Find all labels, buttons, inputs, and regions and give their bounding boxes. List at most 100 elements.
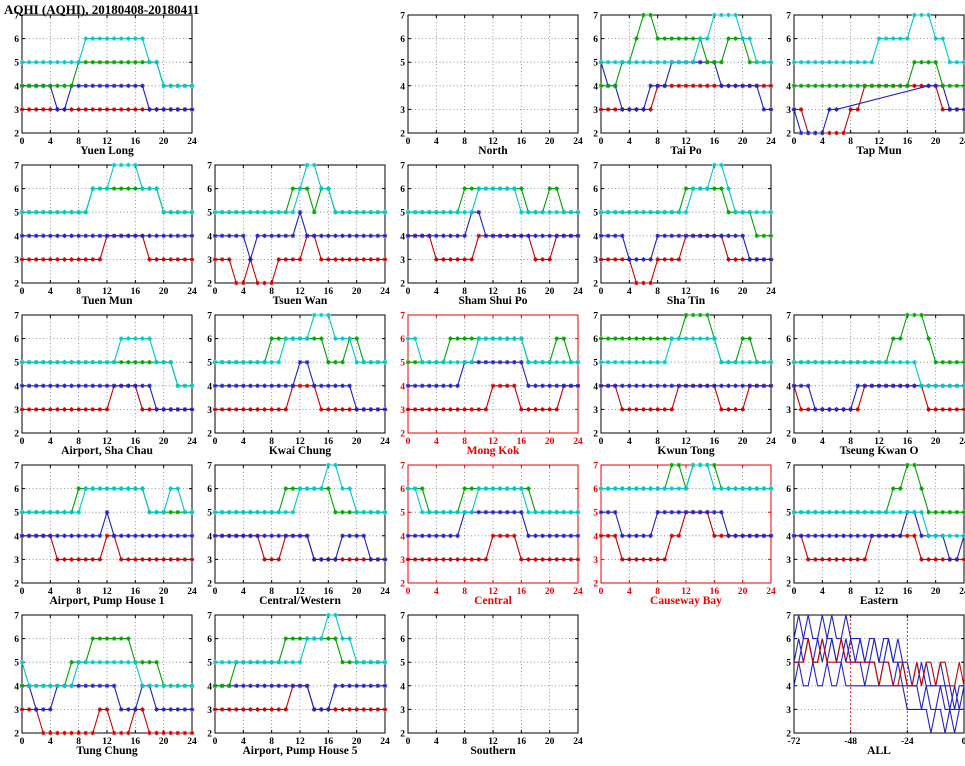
series-blue: [212, 359, 388, 412]
x-tick-label: 16: [517, 587, 527, 597]
series-cyan: [19, 336, 195, 389]
y-tick-label: 2: [207, 730, 212, 740]
series-markers: [212, 533, 388, 562]
x-tick-label: 12: [102, 737, 112, 747]
x-tick-label: 12: [295, 287, 305, 297]
page-title: AQHI (AQHI), 20180408-20180411: [4, 2, 200, 17]
x-tick-label: 20: [545, 737, 555, 747]
plot-southern: 0 4 8 12 16 20 24 2 3 4 5 6 7 Southern: [400, 612, 583, 758]
y-tick-label: 7: [14, 12, 19, 22]
x-tick-label: 8: [269, 287, 274, 297]
x-tick-label: 4: [241, 587, 246, 597]
x-tick-label: 24: [380, 287, 390, 297]
y-tick-label: 7: [400, 312, 405, 322]
chart-title: Southern: [470, 745, 516, 757]
y-tick-label: 5: [786, 509, 791, 519]
series-markers: [791, 533, 965, 562]
chart-southern: 0 4 8 12 16 20 24 2 3 4 5 6 7 Southern: [394, 611, 587, 766]
y-tick-label: 6: [14, 635, 19, 645]
y-tick-label: 2: [786, 130, 791, 140]
y-tick-label: 2: [593, 580, 598, 590]
series-markers: [598, 162, 774, 215]
y-tick-label: 7: [786, 312, 791, 322]
series-cyan: [19, 486, 195, 515]
chart-mong-kok: 0 4 8 12 16 20 24 2 3 4 5 6 7 Mong Kok: [394, 311, 587, 466]
x-tick-label: 8: [848, 137, 853, 147]
series-markers: [598, 462, 774, 491]
plot-central-western: 0 4 8 12 16 20 24 2 3 4 5 6 7 Central/Western: [207, 462, 390, 608]
x-tick-label: 20: [738, 137, 748, 147]
series-cyan: [19, 162, 195, 215]
y-tick-label: 5: [14, 659, 19, 669]
series-markers: [598, 336, 774, 365]
chart-tuen-mun: 0 4 8 12 16 20 24 2 3 4 5 6 7 Tuen Mun: [8, 161, 201, 316]
x-tick-label: 4: [434, 137, 439, 147]
series-blue: [212, 209, 388, 262]
y-tick-label: 5: [400, 359, 405, 369]
y-tick-label: 6: [14, 335, 19, 345]
y-tick-label: 6: [400, 635, 405, 645]
y-tick-label: 4: [207, 382, 212, 392]
y-tick-label: 7: [786, 12, 791, 22]
x-tick-label: 0: [599, 437, 604, 447]
series-markers: [212, 359, 388, 412]
series-red: [405, 533, 581, 562]
y-tick-label: 3: [593, 256, 598, 266]
series-cyan: [212, 462, 388, 515]
series-blue: [791, 383, 965, 412]
series-cyan: [598, 462, 774, 491]
series-markers: [791, 359, 965, 389]
y-tick-label: 5: [786, 359, 791, 369]
y-tick-label: 6: [786, 335, 791, 345]
x-tick-label: 20: [159, 287, 169, 297]
series-cyan: [598, 12, 774, 65]
x-tick-label: 4: [434, 737, 439, 747]
y-tick-label: 3: [400, 556, 405, 566]
y-tick-label: 7: [400, 612, 405, 622]
y-tick-label: 4: [786, 82, 791, 92]
series-blue: [19, 383, 195, 412]
y-tick-label: 5: [14, 59, 19, 69]
chart-title: Kwun Tong: [657, 445, 714, 457]
y-tick-label: 4: [207, 532, 212, 542]
chart-title: Sham Shui Po: [458, 295, 527, 307]
x-tick-label: 24: [959, 437, 965, 447]
y-tick-label: 5: [400, 509, 405, 519]
chart-sha-tin: 0 4 8 12 16 20 24 2 3 4 5 6 7 Sha Tin: [587, 161, 780, 316]
chart-title: Central: [474, 595, 512, 607]
x-tick-label: 8: [76, 287, 81, 297]
x-tick-label: 0: [20, 137, 25, 147]
series-cyan: [405, 486, 581, 515]
plot-causeway-bay: 0 4 8 12 16 20 24 2 3 4 5 6 7 Causeway Bay: [593, 462, 776, 608]
chart-title: Causeway Bay: [650, 595, 722, 607]
y-tick-label: 4: [593, 532, 598, 542]
y-tick-label: 7: [14, 162, 19, 172]
x-tick-label: 16: [517, 737, 527, 747]
series-cyan: [212, 162, 388, 215]
y-tick-label: 5: [786, 59, 791, 69]
x-tick-label: 8: [269, 737, 274, 747]
x-tick-label: 12: [102, 437, 112, 447]
series-markers: [598, 83, 774, 112]
y-tick-label: 2: [593, 280, 598, 290]
x-tick-label: 8: [76, 137, 81, 147]
x-tick-label: 0: [406, 287, 411, 297]
y-tick-label: 5: [593, 509, 598, 519]
y-tick-label: 3: [14, 256, 19, 266]
x-tick-label: 0: [599, 287, 604, 297]
chart-title: ALL: [867, 745, 891, 757]
chart-title: Tai Po: [670, 145, 701, 157]
chart-title: Mong Kok: [467, 445, 520, 457]
y-tick-label: 7: [593, 312, 598, 322]
y-tick-label: 3: [593, 556, 598, 566]
y-tick-label: 3: [400, 106, 405, 116]
plot-border: [793, 614, 965, 734]
y-tick-label: 5: [207, 209, 212, 219]
y-tick-label: 5: [400, 659, 405, 669]
y-tick-label: 4: [14, 82, 19, 92]
y-tick-label: 4: [207, 682, 212, 692]
y-tick-label: 6: [593, 35, 598, 45]
x-tick-label: 0: [792, 587, 797, 597]
series-markers: [791, 12, 965, 65]
